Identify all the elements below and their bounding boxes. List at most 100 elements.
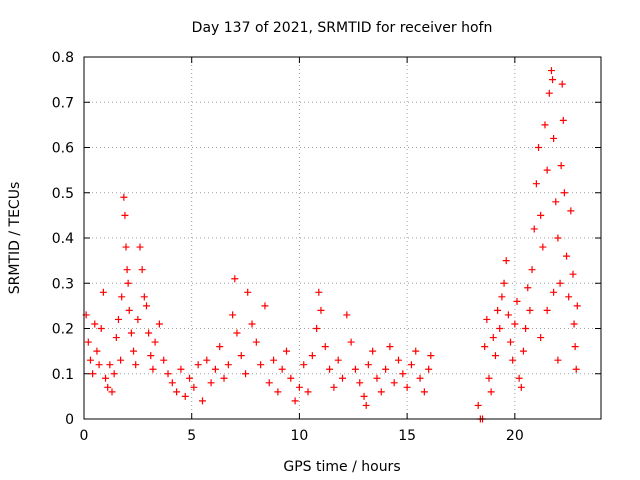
data-point [114, 315, 122, 323]
data-point [118, 293, 126, 301]
x-axis-label: GPS time / hours [283, 459, 400, 475]
data-point [207, 379, 215, 387]
data-point [190, 383, 198, 391]
data-point [403, 383, 411, 391]
data-point [168, 379, 176, 387]
data-point [99, 288, 107, 296]
data-point [122, 243, 130, 251]
data-point [132, 361, 140, 369]
data-point [545, 89, 553, 97]
data-point [491, 352, 499, 360]
data-point [91, 320, 99, 328]
data-point [543, 166, 551, 174]
data-point [110, 370, 118, 378]
data-point [399, 370, 407, 378]
data-point [572, 365, 580, 373]
chart-title: Day 137 of 2021, SRMTID for receiver hof… [192, 20, 493, 36]
data-point [485, 374, 493, 382]
data-point [203, 356, 211, 364]
data-point [339, 374, 346, 382]
data-point [317, 306, 325, 314]
data-point [102, 374, 110, 382]
data-point [560, 189, 568, 197]
data-point [569, 270, 577, 278]
data-point [315, 288, 323, 296]
data-point [138, 266, 146, 274]
data-point [237, 352, 245, 360]
data-point [416, 374, 424, 382]
data-point [186, 374, 194, 382]
data-point [515, 374, 523, 382]
data-point [278, 365, 286, 373]
data-point [407, 361, 415, 369]
data-point [304, 388, 312, 396]
data-point [528, 266, 536, 274]
data-point [395, 356, 403, 364]
data-point [351, 365, 359, 373]
data-point [487, 388, 495, 396]
data-point [164, 370, 172, 378]
data-points [82, 67, 581, 423]
data-point [557, 162, 565, 170]
data-point [334, 356, 342, 364]
data-point [84, 338, 92, 346]
data-point [496, 325, 504, 332]
data-point [390, 379, 398, 387]
data-point [535, 144, 543, 151]
data-point [104, 383, 112, 391]
data-point [504, 311, 512, 319]
data-point [360, 392, 368, 400]
y-tick-label: 0.3 [52, 276, 74, 292]
data-point [567, 207, 575, 215]
data-point [244, 288, 252, 296]
plot-frame [83, 56, 602, 420]
data-point [270, 356, 278, 364]
data-point [537, 334, 545, 342]
data-point [248, 320, 256, 328]
data-point [121, 211, 129, 219]
data-point [549, 76, 557, 84]
data-point [519, 347, 527, 355]
data-point [106, 361, 114, 369]
data-point [507, 338, 515, 346]
y-tick-label: 0.1 [52, 367, 74, 383]
y-tick-label: 0.8 [52, 50, 74, 66]
data-point [573, 302, 581, 310]
y-tick-label: 0.2 [52, 322, 74, 338]
data-point [155, 320, 163, 328]
data-point [550, 134, 558, 142]
y-tick-label: 0.5 [52, 186, 74, 202]
data-point [308, 352, 316, 360]
data-point [558, 80, 566, 88]
data-point [364, 361, 372, 369]
data-point [147, 352, 155, 360]
data-point [211, 365, 219, 373]
data-point [498, 293, 506, 301]
data-point [494, 306, 502, 314]
data-point [216, 343, 224, 351]
data-point [386, 343, 394, 351]
data-point [373, 374, 381, 382]
data-point [330, 383, 338, 391]
data-point [287, 374, 295, 382]
data-point [326, 365, 334, 373]
data-point [343, 311, 351, 319]
y-axis-label: SRMTID / TECUs [7, 182, 23, 295]
data-point [181, 392, 189, 400]
data-point [483, 315, 491, 323]
y-tick-label: 0 [65, 412, 74, 428]
data-point [524, 284, 532, 292]
data-point [541, 121, 549, 129]
data-point [265, 379, 273, 387]
data-point [502, 257, 510, 265]
data-point [489, 334, 497, 342]
data-point [145, 329, 153, 337]
data-point [295, 383, 303, 391]
data-point [229, 311, 237, 319]
x-tick-label: 0 [80, 428, 89, 444]
data-point [173, 388, 181, 396]
data-point [252, 338, 260, 346]
data-point [257, 361, 265, 369]
data-point [554, 234, 562, 242]
